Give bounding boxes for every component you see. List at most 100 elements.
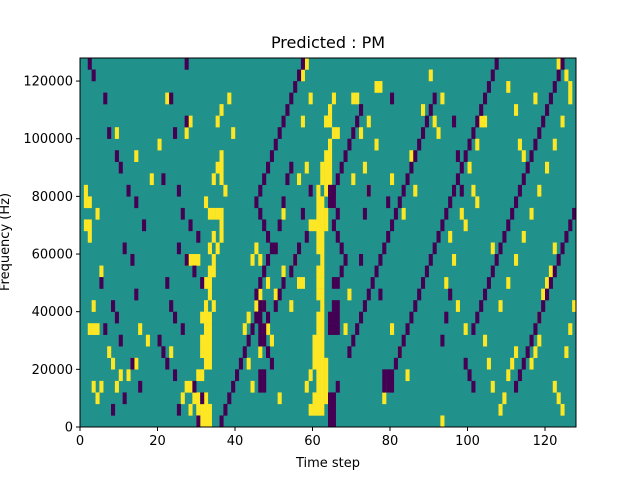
heatmap-cell-low	[432, 242, 437, 255]
heatmap-cell-low	[107, 127, 112, 139]
heatmap-cell-high	[281, 207, 286, 220]
heatmap-cell-high	[444, 277, 449, 289]
y-tick-label: 80000	[32, 190, 73, 205]
heatmap-cell-high	[196, 254, 201, 266]
heatmap-cell-high	[517, 138, 522, 151]
heatmap-cell-low	[463, 357, 468, 370]
heatmap-cell-high	[219, 173, 224, 186]
heatmap-cell-high	[83, 196, 88, 209]
heatmap-cell-low	[300, 207, 305, 220]
heatmap-cell-low	[490, 69, 495, 82]
heatmap-cell-low	[537, 311, 542, 324]
heatmap-cell-high	[320, 277, 325, 289]
heatmap-cell-high	[401, 207, 406, 220]
heatmap-cell-low	[417, 288, 422, 301]
heatmap-cell-low	[486, 81, 491, 93]
heatmap-cell-high	[312, 403, 317, 416]
heatmap-cell-high	[83, 184, 88, 197]
heatmap-cell-low	[545, 104, 550, 116]
heatmap-cell-high	[211, 207, 216, 220]
heatmap-cell-low	[235, 369, 240, 382]
heatmap-cell-high	[316, 242, 321, 255]
heatmap-cell-high	[207, 265, 212, 278]
heatmap-cell-high	[351, 173, 356, 186]
heatmap-cell-high	[320, 161, 325, 174]
heatmap-cell-high	[99, 380, 104, 393]
heatmap-cell-low	[421, 277, 426, 289]
heatmap-cell-low	[335, 230, 340, 243]
heatmap-cell-low	[258, 334, 263, 347]
heatmap-cell-high	[506, 81, 511, 93]
heatmap-cell-low	[568, 219, 573, 232]
heatmap-cell-low	[529, 334, 534, 347]
heatmap-cell-low	[452, 184, 457, 197]
heatmap-cell-low	[498, 242, 503, 255]
heatmap-cell-high	[246, 357, 251, 370]
heatmap-cell-high	[320, 311, 325, 324]
heatmap-cell-high	[328, 161, 333, 174]
heatmap-cell-high	[266, 323, 271, 335]
heatmap-cell-low	[335, 311, 340, 324]
heatmap-cell-high	[324, 392, 329, 405]
y-tick-label: 120000	[23, 75, 73, 90]
heatmap-cell-high	[316, 323, 321, 335]
heatmap-cell-high	[87, 323, 92, 335]
heatmap-cell-high	[207, 277, 212, 289]
heatmap-cell-high	[390, 173, 395, 186]
y-tick-label: 0	[65, 421, 73, 436]
heatmap-cell-high	[514, 104, 519, 116]
heatmap-cell-high	[200, 415, 205, 428]
heatmap-cell-low	[331, 277, 336, 289]
heatmap-cell-high	[204, 346, 209, 359]
heatmap-cell-low	[366, 184, 371, 197]
heatmap-cell-low	[328, 184, 333, 197]
heatmap-cell-high	[514, 254, 519, 266]
heatmap-cell-low	[359, 311, 364, 324]
heatmap-cell-high	[219, 219, 224, 232]
heatmap-cell-high	[328, 173, 333, 186]
heatmap-cell-high	[421, 104, 426, 116]
heatmap-cell-high	[320, 288, 325, 301]
heatmap-cell-low	[463, 150, 468, 162]
heatmap-cell-low	[192, 265, 197, 278]
heatmap-cell-low	[293, 254, 298, 266]
heatmap-cell-high	[548, 265, 553, 278]
heatmap-cell-high	[320, 207, 325, 220]
heatmap-cell-low	[506, 219, 511, 232]
heatmap-cell-low	[362, 207, 367, 220]
heatmap-cell-high	[463, 219, 468, 232]
y-tick-label: 60000	[32, 248, 73, 263]
heatmap-cell-low	[560, 58, 565, 70]
heatmap-cell-high	[506, 369, 511, 382]
heatmap-cell-low	[533, 138, 538, 151]
heatmap-cell-high	[374, 81, 379, 93]
heatmap-cell-high	[316, 288, 321, 301]
heatmap-cell-low	[421, 127, 426, 139]
heatmap-cell-low	[362, 300, 367, 312]
heatmap-cell-low	[355, 323, 360, 335]
heatmap-cell-high	[204, 403, 209, 416]
heatmap-cell-low	[242, 346, 247, 359]
heatmap-cell-high	[308, 92, 313, 105]
heatmap-cell-low	[459, 184, 464, 197]
heatmap-cell-high	[552, 380, 557, 393]
heatmap-cell-low	[262, 380, 267, 393]
y-tick-label: 20000	[32, 363, 73, 378]
y-axis-label: Frequency (Hz)	[0, 193, 13, 291]
heatmap-cell-low	[114, 150, 119, 162]
heatmap-cell-high	[91, 300, 96, 312]
heatmap-cell-high	[316, 403, 321, 416]
heatmap-cell-high	[316, 196, 321, 209]
heatmap-cell-low	[331, 323, 336, 335]
heatmap-cell-low	[130, 357, 135, 370]
heatmap-cell-high	[440, 415, 445, 428]
heatmap-cell-low	[541, 300, 546, 312]
heatmap-cell-high	[320, 196, 325, 209]
heatmap-cell-high	[510, 357, 515, 370]
heatmap-cell-low	[328, 311, 333, 324]
heatmap-cell-high	[316, 392, 321, 405]
heatmap-cell-low	[386, 230, 391, 243]
heatmap-cell-low	[297, 242, 302, 255]
heatmap-cell-low	[440, 334, 445, 347]
heatmap-cell-high	[316, 207, 321, 220]
